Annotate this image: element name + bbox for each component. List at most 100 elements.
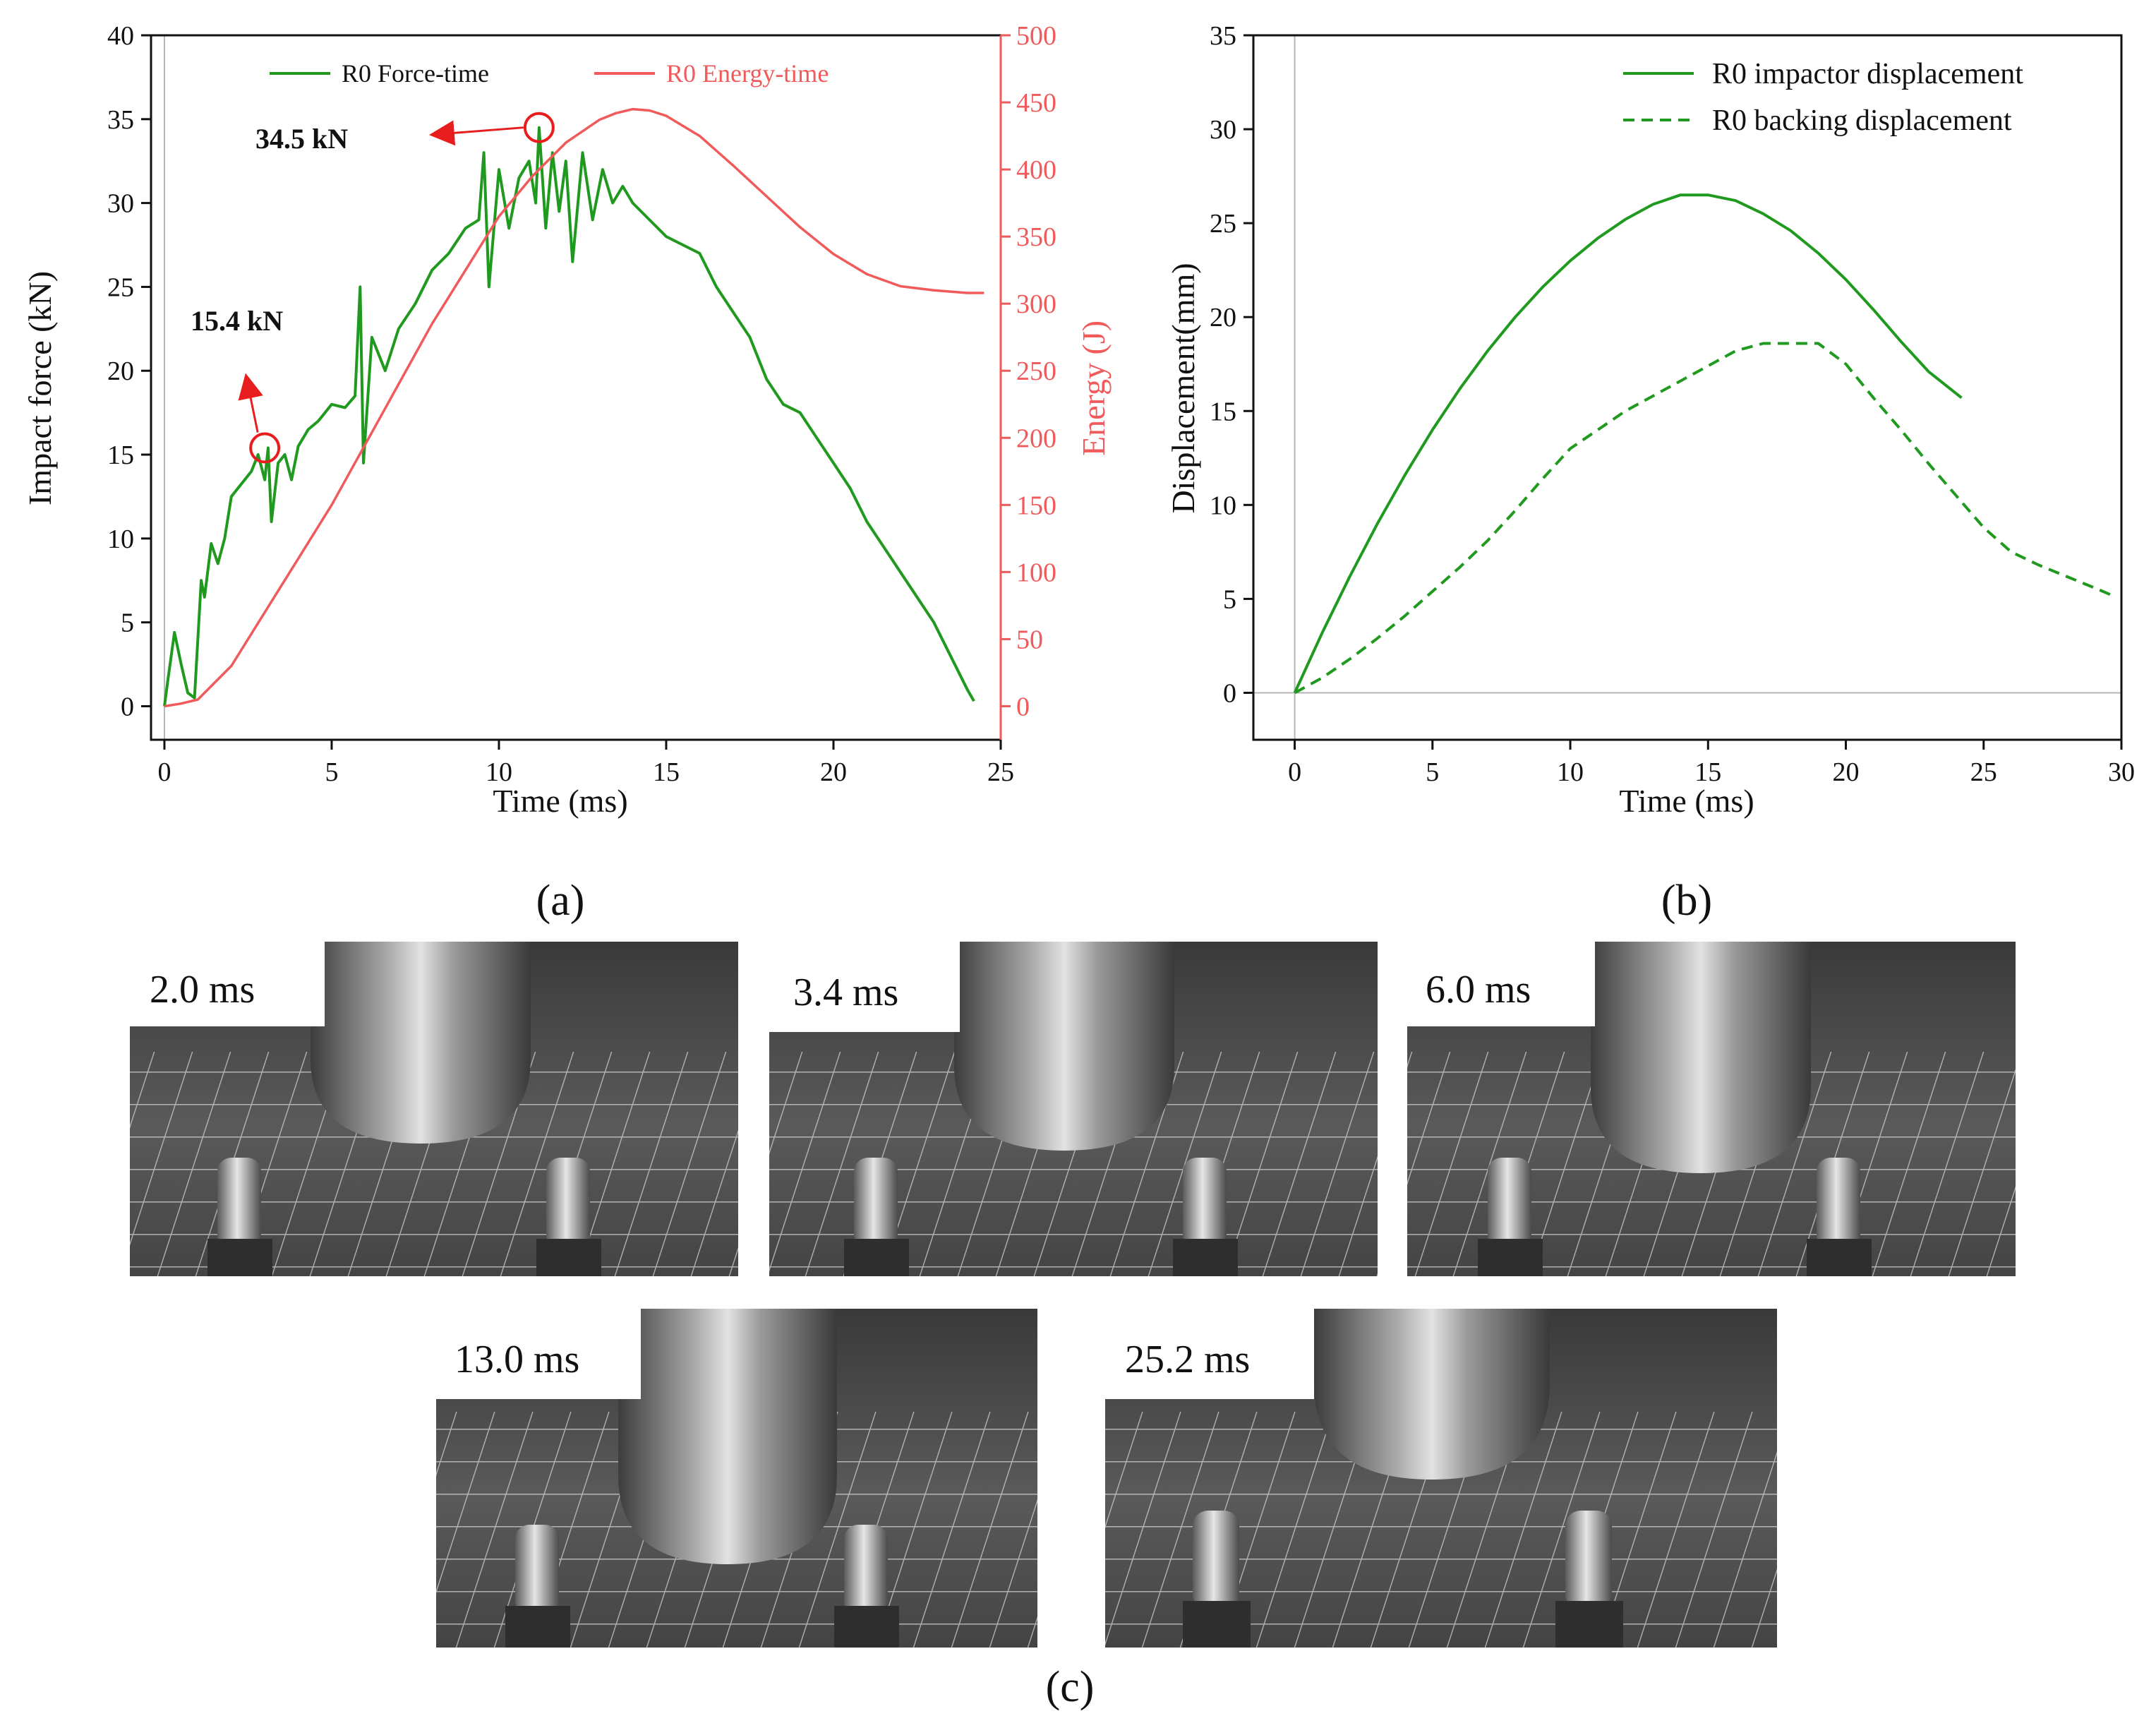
chart-b-y-axis: 0 5 10 15 20 25 30 35 (1210, 21, 1253, 708)
legend-impactor-label: R0 impactor displacement (1712, 58, 2023, 90)
photo-frame-1: 2.0 ms (130, 942, 738, 1276)
bolt-left-image (854, 1158, 898, 1249)
bolt-right-image (1565, 1511, 1612, 1609)
x-tick-label: 25 (987, 757, 1014, 787)
bolt-left-image (1193, 1511, 1239, 1609)
photo-frame-3: 6.0 ms (1407, 942, 2016, 1276)
y-tick-label: 35 (107, 105, 134, 135)
y-tick-label: 0 (1223, 678, 1236, 708)
x-tick-label: 0 (157, 757, 171, 787)
nut-left-image (1478, 1239, 1543, 1276)
photo-label-5: 25.2 ms (1125, 1338, 1250, 1381)
series-impactor-displacement (1293, 193, 1963, 694)
annotation-circle-34kn (523, 112, 555, 143)
y2-tick-label: 200 (1016, 424, 1056, 453)
caption-c: (c) (1046, 1663, 1095, 1711)
timestamp-box (436, 1309, 641, 1399)
bolt-right-image (844, 1525, 888, 1616)
chart-b-series (1293, 193, 2116, 695)
x-tick-label: 25 (1970, 757, 1997, 787)
legend-backing-label: R0 backing displacement (1712, 104, 2012, 137)
nut-left-image (505, 1606, 570, 1648)
photo-label-3: 6.0 ms (1426, 968, 1531, 1012)
annotation-arrow-34kn (428, 120, 524, 146)
photo-panel: 2.0 ms 3.4 ms 6.0 ms (130, 942, 2016, 1711)
nut-right-image (834, 1606, 899, 1648)
caption-a: (a) (536, 877, 585, 925)
x-tick-label: 0 (1288, 757, 1301, 787)
y-tick-label: 10 (107, 524, 134, 554)
y-tick-label: 30 (107, 189, 134, 219)
y2-tick-label: 450 (1016, 88, 1056, 118)
y2-tick-label: 300 (1016, 289, 1056, 319)
chart-a-y2-axis: 0 50 100 150 200 250 300 350 400 450 500 (999, 21, 1056, 740)
impactor-image (954, 942, 1174, 1151)
y2-tick-label: 100 (1016, 558, 1056, 587)
x-tick-label: 5 (325, 757, 338, 787)
y-tick-label: 5 (1223, 584, 1236, 614)
y-tick-label: 10 (1210, 491, 1236, 520)
bolt-left-image (217, 1158, 261, 1249)
timestamp-box (130, 942, 325, 1026)
chart-b-zero-lines (1253, 35, 2121, 740)
impactor-image (618, 1309, 837, 1564)
x-tick-label: 30 (2108, 757, 2135, 787)
series-backing-displacement (1294, 342, 2116, 695)
chart-b-x-axis: 0 5 10 15 20 25 30 (1288, 740, 2135, 787)
nut-right-image (1807, 1239, 1872, 1276)
nut-left-image (844, 1239, 909, 1276)
series-force-time (163, 126, 975, 707)
y-tick-label: 0 (121, 692, 134, 721)
x-tick-label: 15 (653, 757, 680, 787)
chart-a-xlabel: Time (ms) (493, 783, 627, 819)
bolt-right-image (546, 1158, 590, 1249)
bolt-right-image (1817, 1158, 1860, 1249)
bolt-left-image (1488, 1158, 1531, 1249)
photo-label-4: 13.0 ms (454, 1338, 579, 1381)
photo-frame-2: 3.4 ms (769, 942, 1378, 1276)
x-tick-label: 20 (820, 757, 847, 787)
legend-energy-label: R0 Energy-time (666, 59, 829, 88)
y-tick-label: 35 (1210, 21, 1236, 51)
chart-a: 0 5 10 15 20 25 0 5 10 15 20 25 30 35 40 0 50 100 150 200… (22, 21, 1112, 925)
chart-b-ylabel: Displacement(mm) (1165, 263, 1201, 513)
y2-tick-label: 350 (1016, 222, 1056, 252)
impactor-image (1591, 942, 1811, 1173)
y-tick-label: 5 (121, 608, 134, 638)
chart-a-ylabel: Impact force (kN) (22, 271, 58, 505)
x-tick-label: 10 (486, 757, 512, 787)
impactor-image (1314, 1309, 1550, 1480)
chart-b-legend: R0 impactor displacement R0 backing disp… (1623, 58, 2023, 137)
series-energy-time (164, 107, 984, 708)
timestamp-box (1105, 1309, 1314, 1399)
x-tick-label: 20 (1833, 757, 1860, 787)
caption-b: (b) (1661, 877, 1712, 925)
nut-right-image (1173, 1239, 1238, 1276)
x-tick-label: 15 (1694, 757, 1721, 787)
photo-frame-5: 25.2 ms (1105, 1309, 1777, 1648)
y2-tick-label: 0 (1016, 692, 1030, 721)
y-tick-label: 15 (1210, 397, 1236, 426)
timestamp-box (769, 942, 960, 1032)
photo-label-1: 2.0 ms (150, 968, 255, 1012)
chart-a-x-axis: 0 5 10 15 20 25 (157, 740, 1014, 787)
nut-right-image (536, 1239, 601, 1276)
y-tick-label: 20 (1210, 303, 1236, 332)
timestamp-box (1407, 942, 1595, 1026)
annotation-34kn: 34.5 kN (255, 123, 348, 155)
nut-left-image (207, 1239, 272, 1276)
chart-a-series (163, 107, 984, 708)
photo-frame-4: 13.0 ms (436, 1309, 1037, 1648)
bolt-right-image (1183, 1158, 1227, 1249)
chart-b: 0 5 10 15 20 25 30 0 5 10 15 20 25 30 35 Time (ms) Di… (1165, 21, 2135, 925)
annotation-circle-15kn (249, 432, 281, 464)
chart-a-y2label: Energy (J) (1076, 320, 1112, 456)
y-tick-label: 40 (107, 21, 134, 51)
y2-tick-label: 150 (1016, 491, 1056, 520)
chart-a-annotations: 15.4 kN 34.5 kN (191, 112, 555, 464)
chart-b-xlabel: Time (ms) (1619, 783, 1754, 819)
impactor-image (311, 942, 531, 1144)
x-tick-label: 5 (1426, 757, 1439, 787)
y2-tick-label: 400 (1016, 155, 1056, 185)
y2-tick-label: 250 (1016, 356, 1056, 386)
